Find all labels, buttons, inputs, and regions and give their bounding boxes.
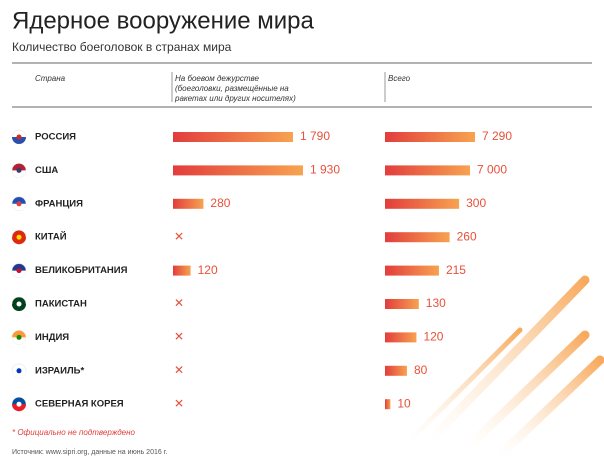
value-label: 1 930 — [310, 163, 340, 177]
bar — [385, 198, 460, 209]
flag — [12, 404, 26, 412]
flag — [16, 167, 22, 173]
flag — [12, 203, 26, 211]
value-label: 80 — [414, 363, 428, 377]
bar — [385, 332, 417, 343]
value-label: 260 — [457, 229, 477, 243]
value-label: 7 000 — [477, 163, 507, 177]
missing-mark: ✕ — [174, 229, 184, 243]
column-header: На боевом дежурстве — [175, 74, 259, 83]
category-label: США — [35, 165, 58, 176]
bar — [385, 232, 450, 243]
decoration — [407, 275, 604, 459]
column-header: Страна — [35, 74, 66, 83]
bar — [385, 165, 471, 176]
flag — [16, 234, 22, 240]
bar-break — [478, 162, 490, 179]
flag — [16, 368, 22, 374]
chart-subtitle: Количество боеголовок в странах мира — [12, 40, 232, 54]
value-label: 215 — [446, 263, 466, 277]
bar — [173, 165, 303, 176]
flag — [16, 201, 22, 207]
column-header: На боевом дежурстве (боеголовки, размещё… — [175, 74, 315, 104]
bar — [385, 365, 407, 376]
bar — [173, 198, 204, 209]
bar — [385, 265, 439, 276]
value-label: 120 — [423, 330, 443, 344]
value-label: 7 290 — [482, 129, 512, 143]
missing-mark: ✕ — [174, 296, 184, 310]
value-label: 280 — [210, 196, 230, 210]
bar — [173, 132, 293, 142]
category-label: КИТАЙ — [35, 231, 67, 243]
column-note: (боеголовки, размещённые на ракетах или … — [175, 84, 296, 103]
flag — [16, 134, 22, 140]
flag — [16, 334, 22, 340]
missing-mark: ✕ — [174, 330, 184, 344]
missing-mark: ✕ — [174, 363, 184, 377]
value-label: 1 790 — [300, 129, 330, 143]
chart-title: Ядерное вооружение мира — [12, 7, 315, 34]
flag — [16, 301, 22, 307]
bar — [385, 299, 419, 309]
value-label: 120 — [198, 263, 218, 277]
footnote: * Официально не подтверждено — [12, 428, 135, 437]
category-label: ИЗРАИЛЬ* — [35, 365, 84, 376]
flag — [12, 370, 26, 378]
bar — [173, 265, 191, 276]
category-label: ИНДИЯ — [35, 332, 69, 343]
bar — [385, 132, 475, 142]
flag — [12, 304, 26, 311]
bar — [385, 399, 391, 410]
flag — [16, 268, 22, 274]
category-label: ФРАНЦИЯ — [35, 198, 83, 209]
flag — [16, 401, 22, 407]
flag — [12, 270, 26, 278]
value-label: 300 — [466, 196, 486, 210]
bar-break — [478, 129, 490, 145]
flag — [12, 137, 26, 144]
flag — [12, 337, 26, 345]
value-label: 130 — [426, 296, 446, 310]
category-label: ПАКИСТАН — [35, 299, 87, 310]
flag — [12, 170, 26, 178]
source: Источник: www.sipri.org, данные на июнь … — [12, 449, 167, 456]
missing-mark: ✕ — [174, 396, 184, 410]
category-label: РОССИЯ — [35, 132, 76, 143]
value-label: 10 — [397, 396, 411, 410]
category-label: ВЕЛИКОБРИТАНИЯ — [35, 265, 128, 276]
column-header: Всего — [388, 74, 411, 83]
flag — [12, 237, 26, 245]
category-label: СЕВЕРНАЯ КОРЕЯ — [35, 399, 124, 410]
